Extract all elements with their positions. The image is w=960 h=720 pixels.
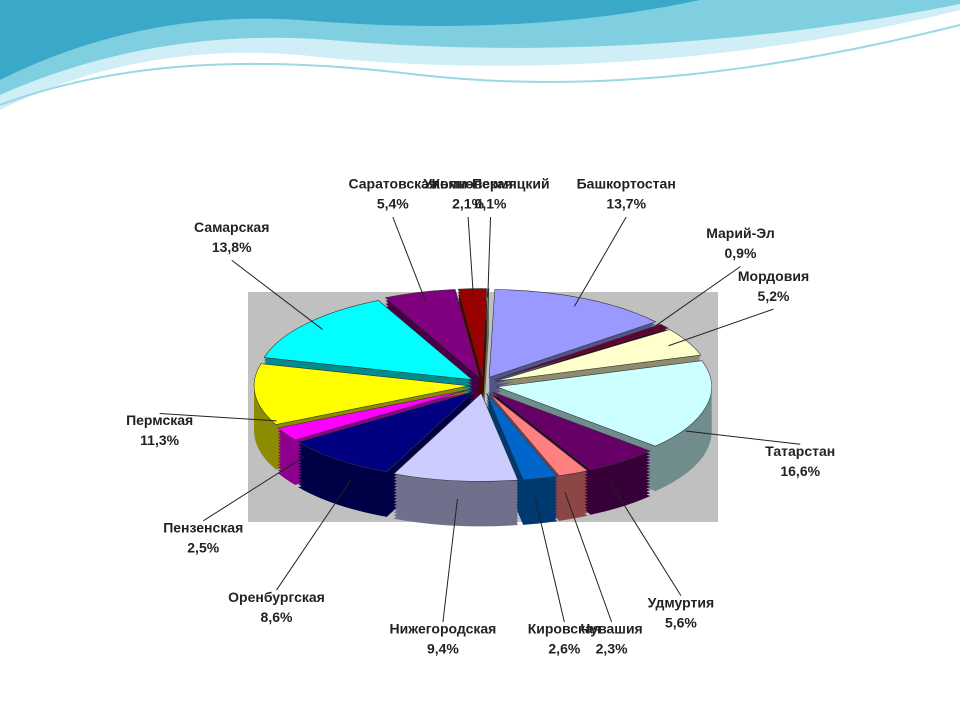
slice <box>277 388 472 441</box>
leader-line <box>573 216 627 307</box>
category-label: Башкортостан <box>577 176 676 192</box>
value-label: 5,4% <box>377 196 409 212</box>
category-label: Удмуртия <box>648 594 715 610</box>
slice-side <box>483 327 489 416</box>
value-label: 2,1% <box>452 196 484 212</box>
slice-side <box>483 318 489 407</box>
leader-line <box>467 216 474 298</box>
leader-line <box>534 496 565 623</box>
slice-side <box>483 321 489 410</box>
leader-line <box>564 492 613 623</box>
leader-line <box>276 479 352 591</box>
slice <box>493 323 669 381</box>
slice <box>486 392 558 481</box>
slice <box>393 392 519 482</box>
value-label: 9,4% <box>427 641 459 657</box>
leader-line <box>668 308 774 347</box>
slice <box>263 300 474 381</box>
category-label: Чувашия <box>580 621 642 637</box>
slice <box>488 289 657 378</box>
slice <box>488 392 589 477</box>
slice-side <box>483 333 489 422</box>
leader-line <box>392 216 426 302</box>
category-label: Мордовия <box>738 268 809 284</box>
slice <box>491 391 652 471</box>
category-label: Ульяновская <box>423 176 513 192</box>
leader-line <box>647 266 741 332</box>
slice-side <box>483 324 489 413</box>
category-label: Оренбургская <box>228 589 325 605</box>
header-wave <box>0 0 960 110</box>
slice-side <box>483 330 489 419</box>
slice <box>496 360 712 447</box>
category-label: Пензенская <box>163 520 243 536</box>
category-label: Саратовская <box>348 176 437 192</box>
leader-line <box>685 430 801 445</box>
value-label: 2,6% <box>548 641 580 657</box>
category-label: Нижегородская <box>390 621 497 637</box>
slice-side <box>483 315 489 404</box>
value-label: 5,6% <box>665 614 697 630</box>
value-label: 11,3% <box>140 432 179 448</box>
value-label: 2,3% <box>596 641 628 657</box>
category-label: Коми-Пермяцкий <box>431 176 549 192</box>
value-label: 0,1% <box>475 196 507 212</box>
slice-side <box>483 309 489 398</box>
slice-side <box>483 312 489 401</box>
value-label: 0,9% <box>725 245 757 261</box>
value-label: 13,8% <box>212 239 252 255</box>
category-label: Кировская <box>528 621 601 637</box>
category-label: Пермская <box>126 412 193 428</box>
value-label: 2,5% <box>187 540 219 556</box>
value-label: 13,7% <box>606 196 646 212</box>
category-label: Самарская <box>194 219 269 235</box>
value-label: 5,2% <box>758 288 790 304</box>
category-label: Марий-Эл <box>706 225 775 241</box>
leader-line <box>159 412 277 422</box>
slice <box>495 329 702 382</box>
leader-line <box>231 259 323 330</box>
slice <box>384 289 480 378</box>
leader-line <box>487 216 492 298</box>
value-label: 8,6% <box>261 609 293 625</box>
value-label: 16,6% <box>780 463 820 479</box>
leader-line <box>608 481 682 596</box>
category-label: Татарстан <box>765 443 835 459</box>
leader-line <box>442 498 458 623</box>
leader-line <box>202 456 305 522</box>
slice <box>297 391 475 473</box>
